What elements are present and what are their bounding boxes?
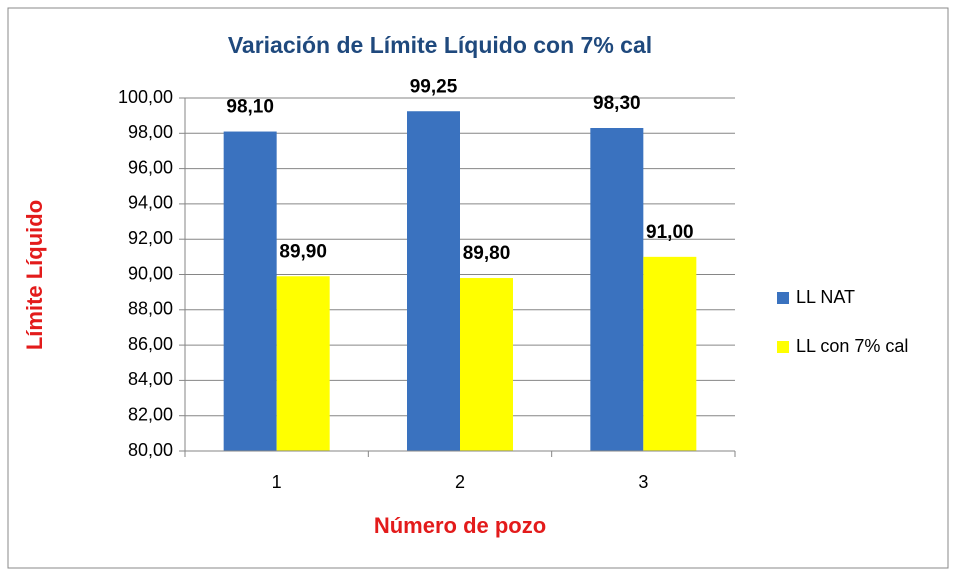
y-tick-label: 88,00 (128, 299, 173, 319)
y-axis-label: Límite Líquido (22, 200, 47, 350)
y-tick-label: 100,00 (118, 87, 173, 107)
y-tick-label: 98,00 (128, 122, 173, 142)
legend-label: LL NAT (796, 287, 855, 307)
bar (407, 111, 460, 452)
y-tick-label: 92,00 (128, 228, 173, 248)
y-tick-label: 80,00 (128, 440, 173, 460)
y-tick-label: 94,00 (128, 193, 173, 213)
value-label: 91,00 (646, 222, 694, 243)
y-tick-label: 90,00 (128, 263, 173, 283)
x-tick-label: 3 (638, 472, 648, 492)
value-label: 89,80 (463, 243, 511, 264)
bar (643, 256, 697, 451)
x-axis-label: Número de pozo (374, 513, 546, 538)
y-tick-label: 86,00 (128, 334, 173, 354)
bar (590, 128, 644, 451)
legend-swatch (777, 341, 789, 353)
legend-swatch (777, 292, 789, 304)
bar (276, 276, 330, 451)
x-tick-label: 2 (455, 472, 465, 492)
value-label: 98,10 (226, 97, 274, 118)
value-label: 99,25 (410, 76, 458, 97)
x-tick-label: 1 (272, 472, 282, 492)
y-tick-label: 84,00 (128, 369, 173, 389)
bar (460, 278, 513, 451)
value-label: 98,30 (593, 93, 641, 114)
y-tick-label: 96,00 (128, 157, 173, 177)
y-tick-label: 82,00 (128, 404, 173, 424)
legend-label: LL con 7% cal (796, 336, 908, 356)
bar (223, 131, 277, 451)
value-label: 89,90 (279, 241, 327, 262)
chart-title: Variación de Límite Líquido con 7% cal (228, 32, 652, 58)
